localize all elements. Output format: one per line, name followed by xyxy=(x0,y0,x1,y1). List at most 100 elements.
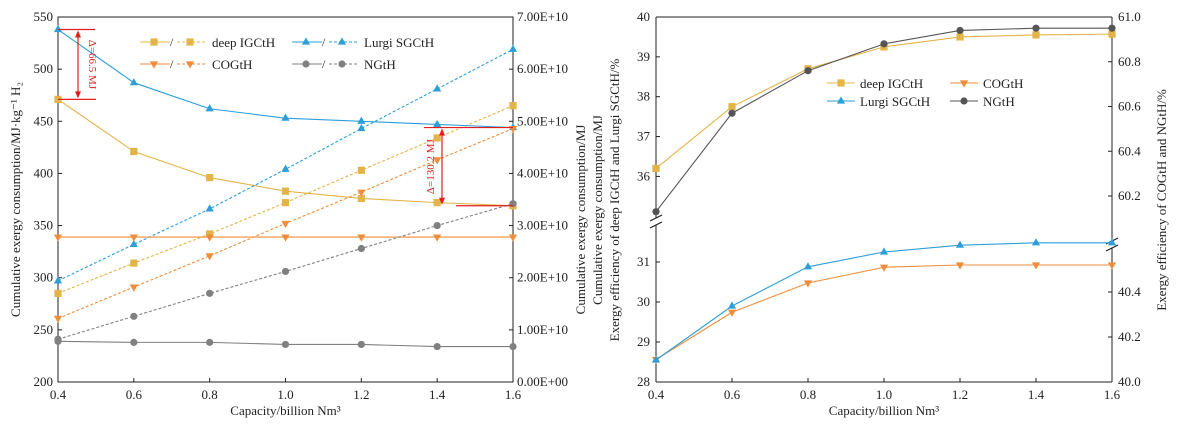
x-tick-label: 1.4 xyxy=(1028,387,1045,402)
series-deep-igcth-point xyxy=(956,33,964,41)
series-deep-igcth-point xyxy=(1032,31,1040,39)
series-deep-igcth-total-point xyxy=(509,102,517,110)
series-lurgi-sgcth-point xyxy=(1107,238,1117,246)
legend-marker xyxy=(337,37,347,45)
series-ngth-per-kg xyxy=(54,337,517,351)
x-tick-label: 0.8 xyxy=(800,387,816,402)
series-ngth-point xyxy=(652,208,660,216)
y-axis-label: Exergy efficiency of deep IGCtH and Lurg… xyxy=(607,58,622,341)
y2-tick-label: 0.00E+00 xyxy=(517,374,568,389)
y-tick-label: 200 xyxy=(34,374,54,389)
y-tick-label: 300 xyxy=(34,270,54,285)
y-tick-label: 31 xyxy=(637,254,650,269)
series-cogth-total-point xyxy=(433,157,442,165)
y-tick-label: 500 xyxy=(34,61,54,76)
series-cogth-total-point xyxy=(281,220,290,229)
legend-entry: / Lurgi SGCtH xyxy=(292,35,434,50)
series-ngth-point xyxy=(728,109,736,117)
series-ngth-per-kg-point xyxy=(357,340,365,349)
series-deep-igcth-per-kg-point xyxy=(357,194,365,203)
arrowhead-icon xyxy=(439,197,445,205)
legend-entry: / NGtH xyxy=(292,57,396,72)
series-lurgi-sgcth-total-point xyxy=(281,164,290,172)
arrowhead-icon xyxy=(75,91,81,99)
series-lurgi-sgcth-point xyxy=(879,247,889,255)
x-tick-label: 0.4 xyxy=(648,387,665,402)
y2-tick-label: 40.2 xyxy=(1118,329,1141,344)
series-cogth-line xyxy=(655,264,1112,360)
y2-tick-label: 60.4 xyxy=(1118,143,1141,158)
chart-a-axes: 0.4 0.6 0.8 1.0 1.2 1.4 1.6 200 250 300 350 400 450 5… xyxy=(8,9,588,418)
y2-axis-label: Cumulative exergy consumption/MJ xyxy=(573,125,588,315)
series-lurgi-sgcth-total-point xyxy=(129,239,138,247)
series-deep-igcth-total-point xyxy=(281,199,290,207)
series-lurgi-sgcth-point xyxy=(651,355,661,363)
series-cogth-point xyxy=(803,280,813,288)
series-deep-igcth-per-kg xyxy=(54,95,517,210)
series-deep-igcth-point xyxy=(1108,30,1116,38)
series-cogth-point xyxy=(727,309,737,317)
y-tick-label: 450 xyxy=(34,113,54,128)
series-deep-igcth-point xyxy=(652,164,660,173)
chart-a-legend: / deep IGCtH / Lurgi SGCtH / COGtH / NGtH xyxy=(140,35,434,72)
series-lurgi-sgcth-line xyxy=(655,242,1112,361)
y2-tick-label: 61.0 xyxy=(1118,9,1141,24)
chart-b-axes: 0.4 0.6 0.8 1.0 1.2 1.4 1.6 36 37 38 39 40 28 29 30 31 6… xyxy=(590,9,1169,418)
legend-label: NGtH xyxy=(364,57,396,72)
series-lurgi-sgcth-per-kg-point xyxy=(53,24,63,33)
legend-marker xyxy=(338,60,346,68)
x-tick-label: 0.6 xyxy=(724,387,741,402)
series-ngth-total xyxy=(54,200,517,343)
series-deep-igcth-total-point xyxy=(433,134,441,142)
series-ngth-total-point xyxy=(281,267,290,276)
series-ngth-line xyxy=(655,27,1112,212)
y2-tick-label: 1.00E+10 xyxy=(517,322,568,337)
x-tick-label: 0.4 xyxy=(50,387,67,402)
y-axis-label: Cumulative exergy consumption/MJ·kg⁻¹ H₂ xyxy=(8,82,23,317)
legend-marker xyxy=(150,38,158,46)
series-cogth-per-kg-point xyxy=(357,234,366,242)
series-ngth-point xyxy=(804,67,812,75)
series-lurgi-sgcth-per-kg-point xyxy=(281,113,290,121)
legend-entry: deep IGCtH xyxy=(827,76,923,91)
legend-marker xyxy=(960,97,968,105)
x-tick-label: 1.6 xyxy=(1104,387,1121,402)
y2-axis-label: Exergy efficiency of COGtH and NGtH/% xyxy=(1154,89,1169,311)
y2-tick-label: 7.00E+10 xyxy=(517,9,568,24)
chart-b-legend: deep IGCtH COGtH Lurgi SGCtH NGtH xyxy=(827,76,1023,109)
series-deep-igcth-total-point xyxy=(130,259,138,267)
series-deep-igcth-per-kg-point xyxy=(130,147,138,156)
y-tick-label: 38 xyxy=(637,89,650,104)
y2-tick-label: 60.2 xyxy=(1118,188,1141,203)
series-deep-igcth-total-point xyxy=(357,166,365,174)
series-lurgi-sgcth-total-point xyxy=(357,123,366,132)
series-cogth-per-kg-point xyxy=(508,234,518,242)
series-lurgi-sgcth-per-kg xyxy=(53,24,518,131)
x-tick-label: 0.6 xyxy=(126,387,143,402)
legend-separator: / xyxy=(322,57,326,71)
series-lurgi-sgcth-point xyxy=(727,301,737,309)
series-deep-igcth-total-point xyxy=(54,289,62,297)
series-cogth-per-kg-point xyxy=(281,234,290,242)
legend-entry: COGtH xyxy=(950,76,1023,91)
y-tick-label: 37 xyxy=(637,129,651,144)
legend-label: Lurgi SGCtH xyxy=(364,35,434,50)
series-ngth-per-kg-point xyxy=(130,338,138,346)
series-lurgi-sgcth-total-point xyxy=(508,44,518,52)
series-ngth-point xyxy=(880,40,888,48)
axis-break-icon xyxy=(649,214,663,222)
series-deep-igcth-per-kg-point xyxy=(206,174,214,182)
legend-entry: Lurgi SGCtH xyxy=(827,94,930,109)
legend-separator: / xyxy=(170,35,174,49)
series-ngth-per-kg-point xyxy=(206,338,214,346)
legend-label: deep IGCtH xyxy=(860,76,923,91)
series-ngth-total-point xyxy=(357,244,365,253)
x-tick-label: 1.4 xyxy=(429,387,446,402)
legend-marker xyxy=(836,96,846,104)
series-cogth-point xyxy=(1031,262,1041,270)
legend-entry: / deep IGCtH xyxy=(140,35,275,50)
series-cogth-per-kg-point xyxy=(53,234,63,242)
series-cogth-total xyxy=(53,125,518,323)
series-lurgi-sgcth-point xyxy=(1031,238,1041,246)
series-lurgi-sgcth-per-kg-point xyxy=(357,116,366,124)
